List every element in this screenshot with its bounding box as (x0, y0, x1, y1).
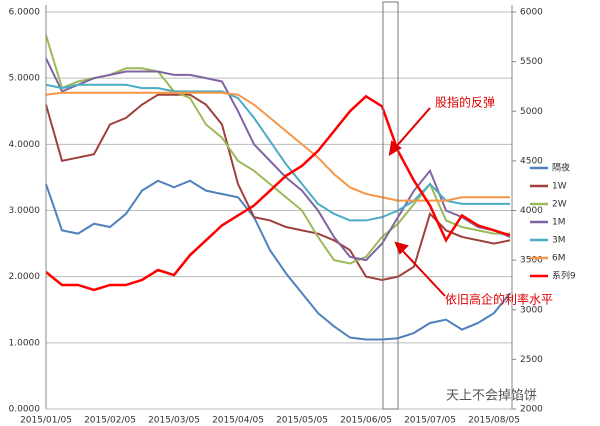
series-lines (45, 34, 511, 341)
legend-label: 6M (552, 254, 566, 264)
x-tick-label: 2015/06/05 (340, 416, 392, 426)
legend-label: 1M (552, 218, 566, 228)
x-tick-label: 2015/07/05 (404, 416, 456, 426)
series-line (45, 93, 511, 281)
y-tick-label: 1.0000 (9, 338, 41, 348)
y-tick-label: 6.0000 (9, 8, 41, 18)
y2-tick-label: 3000 (520, 305, 543, 315)
x-tick-label: 2015/04/05 (212, 416, 264, 426)
y-tick-label: 3.0000 (9, 206, 41, 216)
y2-tick-label: 2000 (520, 405, 543, 415)
arrows (388, 107, 446, 297)
series-line (45, 57, 511, 262)
y2-tick-label: 3500 (520, 256, 543, 266)
legend-label: 隔夜 (552, 162, 570, 174)
series-line (45, 179, 511, 341)
legend-label: 2W (552, 200, 567, 210)
watermark: 天上不会掉馅饼 (446, 389, 537, 404)
x-tick-label: 2015/03/05 (148, 416, 200, 426)
legend-label: 系列9 (552, 270, 576, 282)
y-tick-label: 0.0000 (9, 405, 41, 415)
y2-tick-label: 2500 (520, 355, 543, 365)
x-tick-label: 2015/01/05 (20, 416, 72, 426)
series-line (45, 91, 510, 202)
annotation: 股指的反弹 (435, 95, 495, 110)
x-tick-label: 2015/02/05 (84, 416, 136, 426)
y-tick-label: 5.0000 (9, 74, 41, 84)
y2-tick-label: 6000 (520, 8, 543, 18)
x-tick-label: 2015/05/05 (276, 416, 328, 426)
series-line (45, 83, 510, 222)
y2-tick-label: 5000 (520, 107, 543, 117)
x-tick-label: 2015/08/05 (468, 416, 520, 426)
series-line (45, 94, 511, 292)
y2-tick-label: 4500 (520, 156, 543, 166)
legend-label: 3M (552, 236, 566, 246)
legend-label: 1W (552, 182, 567, 192)
y2-tick-label: 5500 (520, 57, 543, 67)
annotation: 依旧高企的利率水平 (445, 292, 553, 307)
y-tick-label: 4.0000 (9, 140, 41, 150)
y-tick-label: 2.0000 (9, 272, 41, 282)
highlight-box (382, 1, 399, 410)
series-line (45, 34, 510, 265)
y2-tick-label: 4000 (520, 206, 543, 216)
